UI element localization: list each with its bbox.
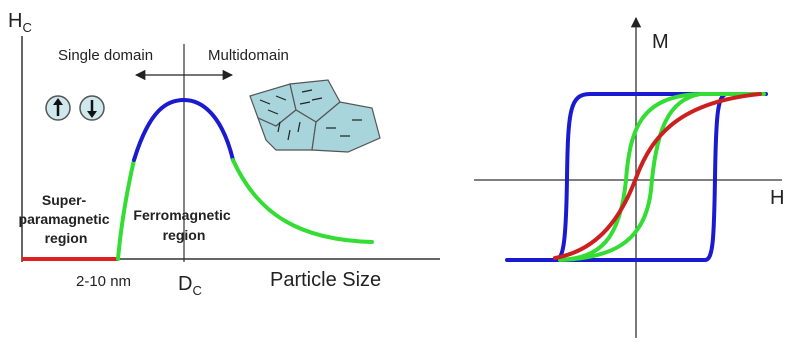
peak-segment — [132, 97, 235, 162]
ferromagnetic-region-label: Ferromagnetic region — [133, 207, 234, 243]
multidomain-label: Multidomain — [208, 47, 289, 64]
superparamagnetic-region-label: Super- paramagnetic region — [19, 192, 114, 246]
spin-down-icon — [79, 95, 105, 121]
rising-segment — [116, 158, 136, 261]
narrow-hysteresis-loop — [558, 92, 766, 262]
magnetic-domains-icon — [249, 79, 381, 153]
coercivity-vs-size-diagram: HC Single domain Multidomain Super- para… — [8, 10, 440, 298]
wide-hysteresis-loop — [505, 92, 768, 262]
m-axis-label: M — [652, 31, 669, 53]
single-domain-label: Single domain — [58, 47, 153, 64]
size-tick-label: 2-10 nm — [76, 273, 131, 290]
hysteresis-loops-diagram: M H — [474, 16, 784, 338]
hc-axis-label: HC — [8, 10, 32, 35]
critical-size-label: DC — [178, 273, 202, 298]
particle-size-axis-label: Particle Size — [270, 269, 381, 291]
spin-up-icon — [45, 95, 71, 121]
anhysteretic-curve — [553, 92, 762, 260]
tail-segment — [231, 158, 374, 244]
h-axis-label: H — [770, 187, 784, 209]
